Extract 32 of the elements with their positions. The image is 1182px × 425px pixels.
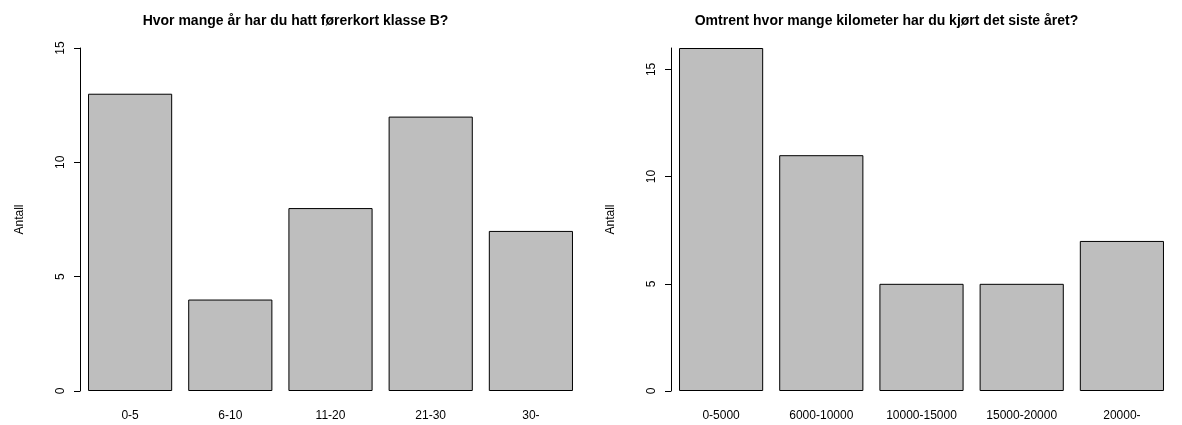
bar (388, 116, 473, 391)
x-tick-label: 10000-15000 (886, 408, 958, 422)
y-tick-label: 10 (53, 155, 67, 170)
bar (879, 283, 964, 391)
y-tick-label: 10 (644, 169, 658, 184)
chart-title: Omtrent hvor mange kilometer har du kjørt det siste året? (694, 12, 1079, 28)
y-tick-label: 0 (644, 387, 658, 395)
x-tick-label: 21-30 (415, 408, 447, 422)
y-tick-label: 15 (53, 41, 67, 55)
bar (779, 155, 864, 391)
bar (88, 93, 173, 391)
x-tick-label: 6000-10000 (789, 408, 854, 422)
bar (488, 230, 573, 391)
bar (188, 299, 273, 391)
y-axis-title: Antall (12, 204, 26, 235)
x-tick-label: 6-10 (218, 408, 243, 422)
y-tick-label: 5 (644, 280, 658, 288)
x-tick-label: 30- (522, 408, 540, 422)
bar (288, 208, 373, 391)
x-tick-label: 11-20 (315, 408, 346, 422)
y-tick-label: 15 (644, 62, 658, 77)
x-tick-label: 0-5 (121, 408, 140, 422)
bar (679, 48, 764, 391)
y-tick-label: 0 (53, 387, 67, 395)
bar (979, 283, 1064, 391)
y-tick-label: 5 (53, 273, 67, 281)
y-axis-title: Antall (603, 204, 617, 235)
x-tick-label: 20000- (1103, 408, 1141, 422)
chart-title: Hvor mange år har du hatt førerkort klasse B? (142, 12, 449, 28)
bar (1079, 240, 1164, 391)
x-tick-label: 0-5000 (702, 408, 741, 422)
x-tick-label: 15000-20000 (986, 408, 1058, 422)
